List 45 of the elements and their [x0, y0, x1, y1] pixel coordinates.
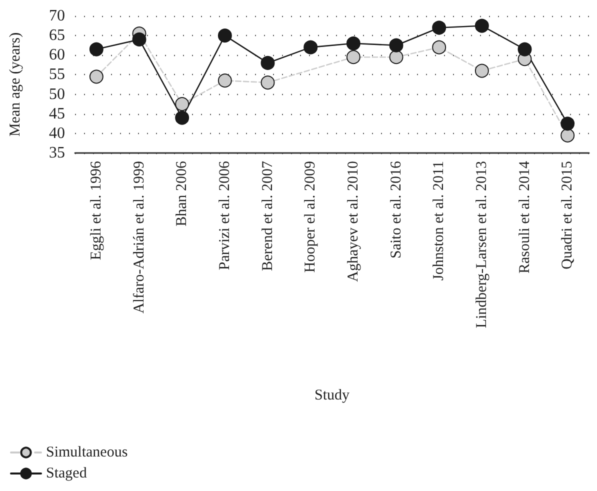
y-tick-label: 45: [49, 105, 65, 122]
y-tick-label: 55: [49, 66, 65, 84]
point: [260, 56, 275, 70]
point: [432, 40, 446, 54]
x-tick-label: Rasouli et al. 2014: [516, 160, 533, 274]
point: [474, 64, 489, 78]
x-tick-label: Hooper el al. 2009: [302, 161, 319, 273]
point: [346, 36, 360, 50]
legend-label: Simultaneous: [46, 444, 128, 460]
y-tick-label: 50: [49, 86, 65, 103]
y-axis-title: Mean age (years): [8, 32, 24, 137]
point: [389, 50, 404, 64]
x-tick-label: Bhan 2006: [174, 160, 190, 226]
point: [304, 40, 318, 54]
x-tick-label: Quadri et al. 2015: [560, 161, 576, 270]
point: [518, 42, 532, 56]
x-tick-label: Lindberg-Larsen et al. 2013: [474, 161, 490, 328]
x-tick-label: Alfaro-Adrián et al. 1999: [131, 161, 148, 314]
y-tick-label: 70: [49, 8, 65, 24]
point: [389, 38, 404, 52]
x-tick-label: Parvizi et al. 2006: [216, 160, 233, 270]
x-tick-label: Eggli et al. 1996: [88, 160, 104, 260]
point: [560, 128, 575, 142]
y-tick-label: 65: [49, 27, 65, 44]
point: [218, 74, 232, 88]
legend-label: Staged: [46, 466, 88, 482]
x-axis-title: Study: [314, 388, 350, 404]
x-tick-label: Saito et al. 2016: [388, 160, 404, 258]
point: [346, 50, 360, 64]
point: [132, 32, 146, 46]
point: [175, 97, 190, 112]
point: [89, 70, 104, 84]
point: [89, 42, 104, 56]
x-tick-label: Aghayev et al. 2010: [345, 161, 362, 282]
y-tick-label: 40: [49, 124, 65, 142]
point: [474, 18, 489, 33]
point: [218, 28, 232, 43]
point: [175, 110, 190, 125]
point: [432, 20, 446, 35]
x-tick-label: Johnston et al. 2011: [431, 161, 448, 280]
y-tick-label: 35: [49, 144, 65, 162]
point: [560, 116, 575, 131]
x-tick-label: Berend et al. 2007: [260, 160, 276, 271]
y-tick-label: 60: [49, 46, 65, 64]
point: [260, 76, 275, 90]
